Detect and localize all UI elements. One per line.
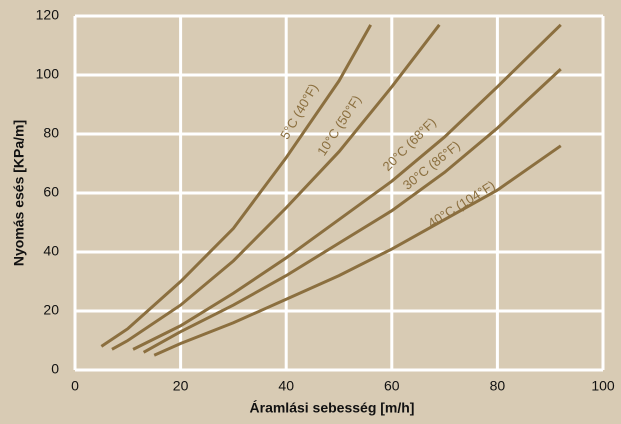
x-tick-label: 0 (71, 378, 79, 394)
x-tick-label: 100 (591, 378, 615, 394)
x-axis-label: Áramlási sebesség [m/h] (250, 400, 415, 416)
x-tick-label: 20 (173, 378, 189, 394)
x-tick-label: 80 (490, 378, 506, 394)
x-tick-label: 60 (384, 378, 400, 394)
y-tick-label: 20 (43, 302, 59, 318)
series-label: 40°C (104°F) (425, 178, 498, 231)
line (142, 68, 562, 354)
y-tick-label: 40 (43, 243, 59, 259)
line (153, 144, 562, 357)
series-label: 10°C (50°F) (314, 92, 364, 158)
y-tick-label: 100 (36, 66, 60, 82)
y-axis-label: Nyomás esés [KPa/m] (11, 120, 27, 266)
y-tick-label: 60 (43, 184, 59, 200)
y-tick-label: 0 (51, 361, 59, 377)
line (132, 23, 562, 351)
x-tick-label: 40 (278, 378, 294, 394)
line (111, 23, 441, 351)
y-tick-label: 80 (43, 125, 59, 141)
line (100, 24, 372, 348)
y-tick-label: 120 (36, 7, 60, 23)
